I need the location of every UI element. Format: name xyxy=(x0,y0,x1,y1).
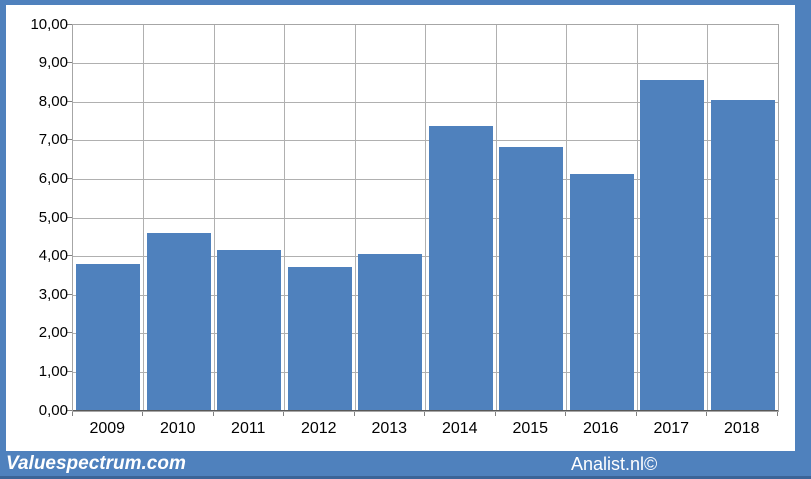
x-axis-label: 2015 xyxy=(512,420,549,437)
bar-2012 xyxy=(287,267,352,411)
bar-2014 xyxy=(428,126,493,411)
y-axis-tick xyxy=(66,177,72,179)
bar-2010 xyxy=(146,233,211,411)
y-axis-label: 1,00 xyxy=(38,362,68,380)
y-axis-label: 5,00 xyxy=(38,208,68,226)
bar-2013 xyxy=(358,254,423,411)
y-axis-label: 7,00 xyxy=(38,131,68,149)
x-axis-label: 2010 xyxy=(159,420,196,437)
y-axis-label: 3,00 xyxy=(38,285,68,303)
x-axis-label: 2017 xyxy=(653,420,690,437)
x-axis-tick xyxy=(494,411,496,416)
y-axis-tick xyxy=(66,23,72,25)
y-axis-label: 0,00 xyxy=(38,401,68,419)
vertical-gridline xyxy=(213,25,215,411)
vertical-gridline xyxy=(425,25,426,411)
bar-2016 xyxy=(569,174,634,411)
y-axis-label: 4,00 xyxy=(38,247,68,265)
x-axis-tick xyxy=(212,411,214,416)
x-axis-tick xyxy=(71,411,73,416)
bar-2017 xyxy=(640,79,705,411)
x-axis-tick xyxy=(565,411,566,416)
x-axis-tick xyxy=(706,411,707,416)
vertical-gridline xyxy=(354,25,356,411)
analist-watermark: Analist.nl© xyxy=(571,454,658,474)
x-axis-tick xyxy=(142,411,143,416)
bar-2011 xyxy=(217,250,282,411)
y-axis-tick xyxy=(66,100,72,102)
x-axis-tick xyxy=(353,411,355,416)
y-axis-tick xyxy=(66,216,72,218)
footer-bar: Valuespectrum.com Analist.nl© xyxy=(0,451,811,479)
y-axis-tick xyxy=(66,409,72,411)
y-axis-tick xyxy=(66,370,72,372)
y-axis-tick xyxy=(66,139,72,141)
valuespectrum-watermark: Valuespectrum.com xyxy=(6,453,186,474)
x-axis-tick xyxy=(635,411,637,416)
bar-2018 xyxy=(710,99,775,411)
x-axis-label: 2016 xyxy=(582,420,619,437)
bar-2015 xyxy=(499,146,564,411)
vertical-gridline xyxy=(636,25,638,411)
y-axis-label: 6,00 xyxy=(38,169,68,187)
x-axis-label: 2009 xyxy=(89,420,126,437)
x-axis-label: 2012 xyxy=(300,420,337,437)
vertical-gridline xyxy=(143,25,144,411)
y-axis-label: 9,00 xyxy=(38,54,68,72)
vertical-gridline xyxy=(566,25,567,411)
x-axis-label: 2013 xyxy=(371,420,408,437)
y-axis-label: 10,00 xyxy=(30,15,68,33)
x-axis-line xyxy=(73,410,778,411)
vertical-gridline xyxy=(495,25,497,411)
vertical-gridline xyxy=(707,25,708,411)
y-axis-tick xyxy=(66,293,72,295)
vertical-gridline xyxy=(284,25,285,411)
bar-2009 xyxy=(76,264,141,411)
x-axis-tick xyxy=(283,411,284,416)
y-axis-tick xyxy=(66,255,72,257)
x-axis-tick xyxy=(424,411,425,416)
x-axis-tick xyxy=(776,411,778,416)
plot-area xyxy=(72,24,779,412)
x-axis-label: 2014 xyxy=(441,420,478,437)
y-axis-label: 8,00 xyxy=(38,92,68,110)
y-axis-tick xyxy=(66,62,72,64)
y-axis-label: 2,00 xyxy=(38,324,68,342)
y-axis-tick xyxy=(66,332,72,334)
x-axis-label: 2011 xyxy=(231,420,266,437)
x-axis-label: 2018 xyxy=(723,420,760,437)
